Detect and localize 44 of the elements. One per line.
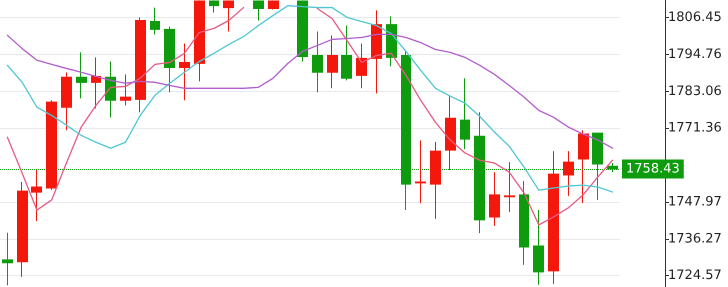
line-series	[6, 5, 614, 193]
candlestick	[164, 26, 175, 93]
y-tick-label: 1794.76	[668, 46, 722, 62]
candlestick	[209, 0, 219, 14]
candlestick	[2, 232, 13, 286]
candlestick	[489, 172, 500, 226]
candlestick	[150, 7, 160, 35]
candlestick	[312, 31, 323, 93]
y-tick-label: 1724.57	[668, 268, 722, 284]
candlestick	[120, 74, 131, 106]
candlestick	[91, 56, 101, 109]
candlestick	[223, 0, 234, 32]
candlestick	[519, 180, 529, 266]
candlestick	[430, 141, 441, 220]
candlestick	[341, 25, 352, 81]
y-tick-label: 1806.45	[668, 10, 722, 26]
line-series	[6, 34, 614, 149]
candlestick	[371, 10, 382, 94]
ref-line-label: 1758.43	[626, 161, 680, 176]
candlestick	[563, 150, 574, 196]
candlestick	[460, 78, 470, 150]
candlestick	[533, 210, 544, 286]
candlestick	[17, 181, 28, 278]
candlestick	[548, 150, 559, 284]
candlestick	[297, 0, 308, 62]
y-tick-label: 1771.36	[668, 120, 722, 136]
candlestick	[46, 100, 57, 190]
y-tick-label: 1783.06	[668, 84, 722, 99]
y-tick-label: 1747.97	[668, 194, 722, 210]
candlestick	[504, 162, 515, 212]
candlestick	[415, 140, 426, 204]
candlestick	[61, 72, 72, 131]
candlestick	[194, 0, 205, 82]
candlestick	[327, 34, 338, 89]
candlestick	[253, 0, 264, 21]
candlestick	[356, 43, 367, 89]
candlestick	[268, 0, 279, 10]
candlestick	[76, 52, 87, 99]
candlestick	[179, 43, 190, 101]
candlestick	[135, 16, 146, 113]
candlestick	[578, 130, 589, 204]
candlestick	[31, 169, 42, 222]
candlestick	[445, 96, 456, 170]
y-tick-label: 1736.27	[668, 231, 722, 246]
